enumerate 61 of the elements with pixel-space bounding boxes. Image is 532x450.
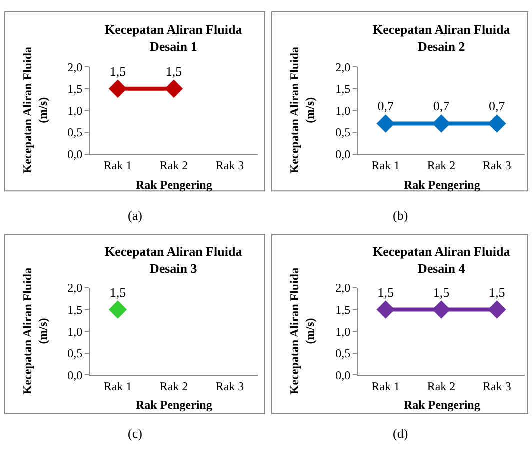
data-label: 1,5 [378,284,394,300]
y-tick-label: 0,5 [336,346,351,361]
y-tick-label: 1,0 [68,104,83,118]
x-tick-label: Rak 3 [483,158,512,173]
text: (d) [393,426,408,441]
y-tick-label: 0,5 [336,126,351,140]
chart-title: Kecepatan Aliran Fluida [373,22,511,37]
x-tick-label: Rak 3 [216,158,244,173]
y-tick-label: 0,0 [336,147,351,162]
y-tick-label: 0,0 [68,368,83,382]
x-axis-title: Rak Pengering [404,178,480,192]
data-label: 1,5 [489,284,506,300]
x-tick-label: Rak 1 [372,380,400,394]
y-tick-label: 1,5 [336,82,351,96]
data-label: 1,5 [110,284,126,300]
chart-subtitle: Desain 2 [418,38,466,54]
y-tick-label: 2,0 [68,60,83,74]
text: (c) [128,426,142,441]
y-axis-title: Kecepatan Aliran Fluida (m/s) [287,46,317,174]
y-tick-label: 2,0 [68,281,83,296]
y-tick-label: 1,5 [336,302,351,317]
x-axis-title: Rak Pengering [136,398,212,412]
y-axis-title: Kecepatan Aliran Fluida (m/s) [287,268,318,395]
chart-subtitle: Desain 3 [150,260,198,276]
y-tick-label: 1,0 [336,324,351,339]
x-tick-label: Rak 2 [160,158,188,173]
x-tick-label: Rak 2 [427,380,456,394]
chart-title: Kecepatan Aliran Fluida [105,244,243,259]
chart-title: Kecepatan Aliran Fluida [105,22,243,37]
x-tick-label: Rak 3 [483,380,512,394]
y-tick-label: 0,0 [68,147,83,162]
y-tick-label: 1,5 [68,302,83,317]
x-tick-label: Rak 3 [216,380,244,394]
y-tick-label: 1,0 [336,104,351,118]
y-tick-label: 2,0 [336,281,351,296]
x-tick-label: Rak 1 [104,158,132,173]
y-tick-label: 1,0 [68,324,83,339]
chart-subtitle: Desain 1 [150,38,198,54]
y-tick-label: 0,0 [336,368,351,382]
chart-subtitle: Desain 4 [418,260,466,276]
x-axis-title: Rak Pengering [136,178,212,192]
chart-title: Kecepatan Aliran Fluida [373,244,511,259]
y-tick-label: 2,0 [336,60,351,74]
text: (b) [393,208,408,223]
y-tick-label: 0,5 [68,126,83,140]
text: (a) [128,208,142,223]
y-axis-title: Kecepatan Aliran Fluida (m/s) [20,46,50,174]
y-axis-title: Kecepatan Aliran Fluida (m/s) [20,268,50,395]
data-label: 1,5 [166,64,182,79]
x-tick-label: Rak 2 [160,380,188,394]
x-tick-label: Rak 1 [372,158,400,173]
x-tick-label: Rak 1 [104,380,132,394]
y-tick-label: 0,5 [68,346,83,361]
data-label: 0,7 [489,98,506,114]
x-tick-label: Rak 2 [427,158,456,173]
y-tick-label: 1,5 [68,82,83,96]
data-label: 1,5 [110,64,126,79]
data-label: 1,5 [433,284,450,300]
data-label: 0,7 [378,98,394,114]
x-axis-title: Rak Pengering [404,398,480,412]
data-label: 0,7 [433,98,450,114]
